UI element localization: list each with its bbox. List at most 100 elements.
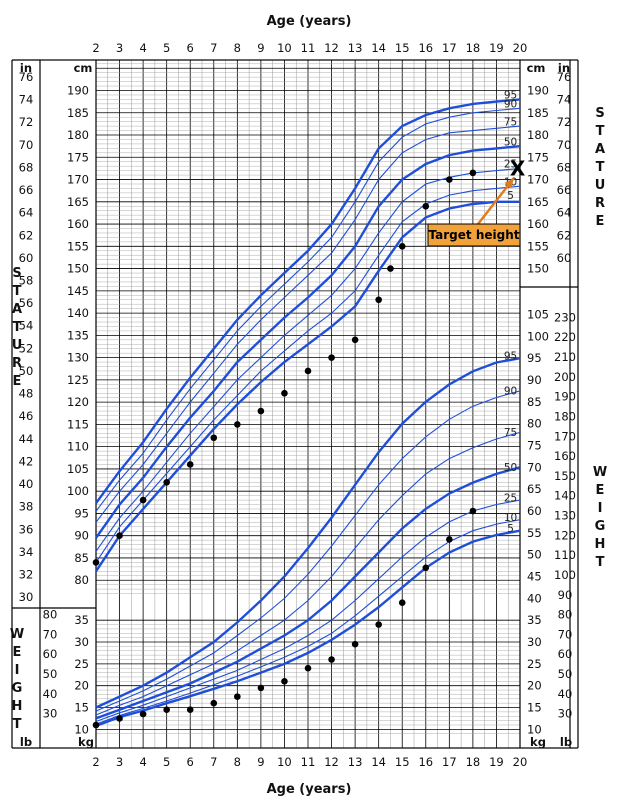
kg-tick-right: 55 [527,526,542,540]
weight-label-right: T [596,555,605,570]
weight-point [328,656,335,663]
cm-tick-right: 185 [527,106,549,120]
weight-point [210,699,218,707]
cm-tick-left: 170 [67,173,89,187]
lb-tick-left: 50 [43,667,58,681]
unit-in-left: in [20,61,32,75]
x-tick-bottom: 17 [442,755,457,769]
stature-percentile-label-75: 75 [504,116,517,128]
unit-lb-right: lb [560,735,572,749]
x-tick-top: 6 [187,41,194,55]
in-tick-left: 70 [19,138,34,152]
lb-tick-right: 140 [554,489,576,503]
in-tick-left: 30 [19,590,34,604]
weight-label-left: H [12,699,23,714]
weight-point [92,721,100,729]
x-tick-top: 5 [163,41,170,55]
weight-label-left: E [13,645,22,660]
weight-point [304,664,312,672]
cm-tick-left: 185 [67,106,89,120]
lb-tick-right: 110 [554,548,576,562]
stature-point [398,243,406,250]
stature-curve-p50 [95,145,521,539]
kg-tick-right: 105 [527,308,549,322]
stature-point [328,354,335,361]
in-tick-left: 60 [19,251,34,265]
x-tick-top: 11 [301,41,316,55]
in-tick-right: 70 [557,138,572,152]
kg-tick-right: 60 [527,504,542,518]
unit-cm-left: cm [74,61,93,75]
stature-percentile-label-5: 5 [507,190,514,202]
cm-tick-left: 125 [67,373,89,387]
stature-point [387,265,394,272]
lb-tick-right-lower: 80 [558,608,573,622]
lb-tick-left: 30 [43,707,58,721]
unit-lb-left: lb [20,735,32,749]
stature-point [163,478,170,486]
lb-tick-right-lower: 70 [558,627,573,641]
stature-label-right: S [595,106,604,121]
weight-percentile-label-75: 75 [504,427,517,439]
stature-curve-p95 [95,98,521,504]
weight-percentile-label-50: 50 [504,462,517,474]
lb-tick-right: 160 [554,449,576,463]
weight-point [163,706,170,714]
unit-kg-right: kg [530,735,546,749]
weight-point [351,640,359,648]
cm-tick-left: 140 [67,306,89,320]
stature-point [422,202,430,210]
cm-tick-right: 180 [527,128,549,142]
kg-tick-left: 25 [74,657,89,671]
in-tick-left: 76 [19,70,34,84]
in-tick-left: 50 [19,364,34,378]
kg-tick-right: 50 [527,548,542,562]
kg-tick-right: 65 [527,482,542,496]
in-tick-left: 46 [19,409,34,423]
weight-label-right: I [598,501,603,516]
unit-kg-left: kg [78,735,94,749]
x-tick-bottom: 19 [489,755,504,769]
kg-tick-right: 95 [527,351,542,365]
kg-tick-left: 20 [74,679,89,693]
x-axis-title-bottom: Age (years) [267,782,352,797]
x-tick-top: 18 [466,41,481,55]
kg-tick-right: 40 [527,591,542,605]
cm-tick-left: 120 [67,395,89,409]
lb-tick-left: 80 [43,608,58,622]
weight-point [139,710,147,718]
stature-label-right: R [595,196,605,211]
weight-percentile-label-25: 25 [504,492,517,504]
stature-point [446,176,453,183]
in-tick-right: 68 [557,160,572,174]
stature-label-left: T [13,284,22,299]
in-tick-right: 76 [557,70,572,84]
x-tick-bottom: 14 [371,755,386,769]
kg-tick-right-lower: 30 [527,635,542,649]
in-tick-right: 72 [557,115,572,129]
in-tick-left: 74 [19,93,34,107]
in-tick-left: 38 [19,500,34,514]
stature-point [281,389,288,397]
kg-tick-left: 10 [74,722,89,736]
x-tick-top: 17 [442,41,457,55]
lb-tick-left: 70 [43,627,58,641]
stature-label-left: U [12,338,23,353]
x-tick-top: 16 [418,41,433,55]
in-tick-left: 72 [19,115,34,129]
weight-label-left: W [10,627,24,642]
stature-point [116,532,123,539]
in-tick-left: 32 [19,568,34,582]
cm-tick-right: 155 [527,239,549,253]
x-tick-bottom: 18 [466,755,481,769]
weight-label-left: G [12,681,23,696]
kg-tick-right: 85 [527,395,542,409]
in-tick-left: 54 [19,319,34,333]
x-tick-bottom: 11 [301,755,316,769]
grid [11,59,579,749]
lb-tick-left: 40 [43,687,58,701]
x-tick-bottom: 20 [513,755,528,769]
cm-tick-right: 160 [527,217,549,231]
stature-percentile-label-95: 95 [504,90,517,102]
